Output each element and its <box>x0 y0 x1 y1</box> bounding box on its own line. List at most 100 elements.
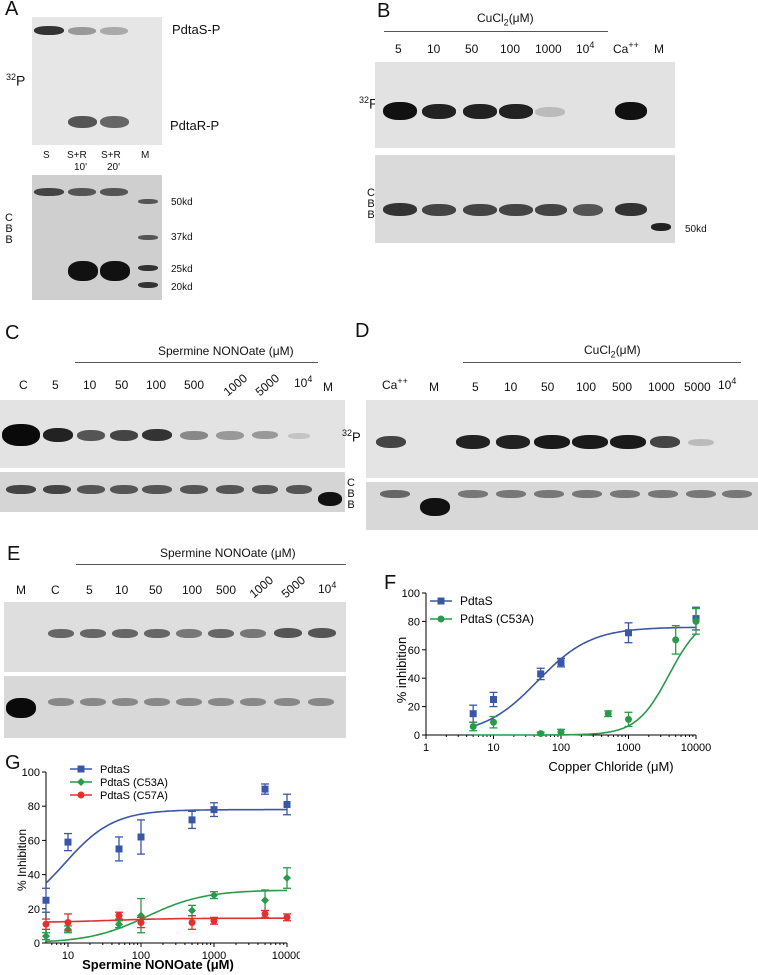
marker-label: 50kd <box>171 197 193 208</box>
x-tick-label: 10 <box>487 742 499 754</box>
data-point <box>42 932 50 941</box>
fit-curve <box>473 633 697 736</box>
lane-label: 50 <box>541 380 555 394</box>
y-tick-label: 60 <box>408 645 420 657</box>
data-point <box>625 715 632 723</box>
y-tick-label: 60 <box>28 835 40 847</box>
lane-label: 500 <box>184 378 205 392</box>
data-point <box>77 778 85 786</box>
lane-label: 500 <box>612 380 633 394</box>
lane-label: 10 <box>427 42 441 56</box>
data-point <box>210 806 218 814</box>
data-point <box>537 730 545 738</box>
y-axis-label: % Inhibition <box>15 829 29 891</box>
y-tick-label: 20 <box>408 702 420 714</box>
lane-label: 10 <box>504 380 518 394</box>
lane-label: 104 <box>294 374 313 390</box>
lane-label: 100 <box>576 380 597 394</box>
lane-label: 50 <box>149 583 163 597</box>
lane-time: 20' <box>107 162 121 173</box>
lane-label: 1000 <box>220 371 251 399</box>
y-axis-label: % inhibition <box>394 637 409 704</box>
reagent-label-b: CuCl2(μM) <box>477 11 534 28</box>
x-axis-label: Copper Chloride (μM) <box>548 759 673 774</box>
x-tick-label: 1000 <box>202 950 226 962</box>
lane-label: 5 <box>395 42 402 56</box>
data-point <box>136 911 145 920</box>
panel-label-a: A <box>5 0 19 20</box>
lane-label: Ca++ <box>613 40 639 56</box>
data-point <box>115 920 124 929</box>
lane-label: 104 <box>576 40 595 56</box>
data-point <box>692 617 700 625</box>
panel-label-c: C <box>5 322 20 344</box>
marker-label: 25kd <box>171 264 193 275</box>
y-tick-label: 80 <box>408 616 420 628</box>
data-point <box>115 912 123 920</box>
lane-label: 100 <box>146 378 167 392</box>
lane-label: 100 <box>500 42 521 56</box>
lane-label: 5000 <box>278 573 309 601</box>
data-point <box>188 816 196 824</box>
lane-label: 100 <box>182 583 203 597</box>
legend-entry: PdtaS <box>460 594 493 608</box>
panel-label-d: D <box>355 320 370 342</box>
x-tick-label: 1000 <box>616 742 640 754</box>
data-point <box>557 728 565 736</box>
legend-entry: PdtaS (C57A) <box>100 790 168 802</box>
reagent-label-e: Spermine NONOate (μM) <box>160 546 296 560</box>
lane-label: 5 <box>86 583 93 597</box>
fit-curve <box>45 889 287 943</box>
panel-label-b: B <box>377 0 391 22</box>
data-point <box>625 629 632 637</box>
coomassie-gel-a <box>32 175 162 300</box>
data-point <box>261 910 269 918</box>
band-label-pdtas-p: PdtaS-P <box>172 22 221 37</box>
data-point <box>77 765 85 773</box>
lane-label: 5 <box>472 380 479 394</box>
coomassie-gel-e <box>4 676 346 738</box>
panel-label-g: G <box>5 752 21 774</box>
data-point <box>42 920 50 928</box>
chart-g: % Inhibition Spermine NONOate (μM) 0 20 40… <box>15 764 300 972</box>
lane-label: C <box>51 583 60 597</box>
lane-label: 50 <box>465 42 479 56</box>
lane-label: Ca++ <box>382 376 408 392</box>
data-point <box>188 918 196 926</box>
lane-label: C <box>19 378 28 392</box>
lane-label: 104 <box>718 376 737 392</box>
chart-f: % inhibition Copper Chloride (μM) 0 20 40 6… <box>394 588 711 774</box>
data-point <box>42 896 50 904</box>
data-point <box>261 785 269 793</box>
data-point <box>437 615 445 623</box>
y-tick-label: 40 <box>408 673 420 685</box>
bracket-line-d <box>463 362 741 363</box>
lane-label: M <box>16 583 26 597</box>
autoradiograph-c <box>0 400 345 468</box>
fit-curve <box>45 808 287 884</box>
lane-label: 5 <box>52 378 59 392</box>
lane-time: 10' <box>74 162 88 173</box>
data-point <box>469 722 477 730</box>
lane-label: 1000 <box>246 573 277 601</box>
x-axis-label: Spermine NONOate (μM) <box>82 957 234 972</box>
bracket-line-c <box>75 362 318 363</box>
x-tick-label: 10000 <box>272 950 300 962</box>
autoradiograph-a <box>32 17 162 145</box>
data-point <box>64 838 72 846</box>
y-tick-label: 0 <box>414 730 420 742</box>
data-point <box>137 918 145 926</box>
marker-label: 37kd <box>171 232 193 243</box>
x-tick-label: 1 <box>423 742 429 754</box>
coomassie-gel-b <box>375 155 675 243</box>
lane-label: 10 <box>115 583 129 597</box>
fit-curve <box>472 626 696 727</box>
lane-label: M <box>323 380 333 394</box>
legend-entry: PdtaS (C53A) <box>100 777 168 789</box>
legend-entry: PdtaS (C53A) <box>460 612 534 626</box>
data-point <box>557 659 565 667</box>
lane-label: 1000 <box>535 42 562 56</box>
y-tick-label: 80 <box>28 801 40 813</box>
